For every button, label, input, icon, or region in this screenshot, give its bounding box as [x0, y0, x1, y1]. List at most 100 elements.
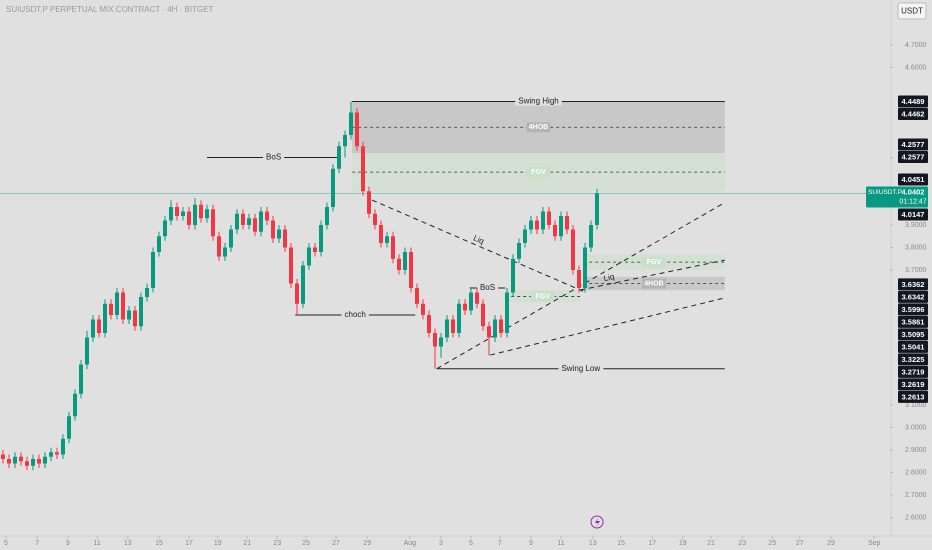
price-badge-label: 3.5996 [902, 305, 925, 314]
x-tick-label: 29 [827, 540, 835, 547]
replay-icon[interactable] [590, 515, 604, 529]
candle-body [301, 265, 305, 304]
last-price-badge [866, 186, 928, 208]
candle-body [79, 364, 83, 394]
currency-label[interactable]: USDT [901, 7, 923, 16]
zone-label-bg [530, 291, 555, 302]
price-badge-label: 4.4462 [902, 109, 925, 118]
candle-body [277, 229, 281, 239]
candle-body [361, 146, 365, 192]
y-tick-label: 4.7000 [905, 42, 927, 49]
candle-body [229, 229, 233, 248]
candle-body [241, 213, 245, 225]
candle-body [553, 225, 557, 237]
countdown-label: 01:12:47 [899, 198, 926, 205]
price-badge [898, 390, 928, 403]
icon-bolt[interactable] [595, 518, 600, 527]
y-tick-label: 2.6000 [905, 514, 927, 521]
zone-label-bg [642, 278, 666, 289]
candle-body [169, 207, 173, 221]
candle-body [217, 236, 221, 257]
candle-body [571, 229, 575, 270]
candle-body [343, 135, 347, 147]
price-badge-label: 3.2719 [902, 367, 925, 376]
candle-body [139, 297, 143, 327]
candle-body [421, 303, 425, 315]
zone-label-bg [526, 167, 551, 178]
price-badge-label: 3.2613 [902, 392, 925, 401]
candle-body [7, 459, 11, 464]
candle-body [385, 236, 389, 243]
price-badge-label: 3.6342 [902, 292, 925, 301]
candle-body [373, 213, 377, 225]
level-label: choch [345, 310, 366, 319]
candle-body [193, 204, 197, 225]
y-tick-label: 2.8000 [905, 469, 927, 476]
candle-body [565, 216, 569, 230]
candle-body [403, 252, 407, 270]
x-tick-label: 23 [738, 540, 746, 547]
x-tick-label: 21 [243, 540, 251, 547]
x-tick-label: Sep [868, 540, 881, 547]
candle-body [559, 216, 563, 237]
candle-body [247, 218, 251, 225]
candle-body [355, 112, 359, 147]
icon-ring[interactable] [590, 515, 604, 529]
candle-body [199, 204, 203, 219]
candle-body [13, 456, 17, 464]
x-tick-label: 19 [214, 540, 222, 547]
candle-body [367, 191, 371, 214]
candle-body [349, 112, 353, 135]
candle-body [391, 236, 395, 259]
candle-body [97, 319, 101, 333]
candle-body [445, 319, 449, 338]
zone-label: FGV [536, 293, 551, 300]
plot-area: 4HOB FGV FGV 4HOB FGV Swing High BoS choch BoS Sw… [0, 96, 890, 471]
price-badge [898, 315, 928, 328]
zone-label: 4HOB [529, 124, 548, 131]
y-tick-label: 3.9000 [905, 222, 927, 229]
candle-body [43, 456, 47, 464]
price-badge-label: 3.5861 [902, 317, 925, 326]
level-label-bg [476, 283, 499, 293]
currency-button[interactable] [897, 2, 927, 20]
price-badge-label: 4.0147 [902, 210, 925, 219]
price-badge [898, 378, 928, 391]
candle-body [529, 220, 533, 230]
candle-body [523, 229, 527, 243]
candle-body [181, 211, 185, 216]
x-tick-label: 11 [94, 540, 101, 547]
y-tick-label: 3.1000 [905, 402, 927, 409]
x-tick-label: 9 [529, 540, 533, 547]
candle-body [37, 459, 41, 464]
x-tick-label: 11 [557, 540, 564, 547]
candle-body [103, 303, 107, 333]
level-label: Swing High [518, 97, 558, 106]
candle-body [85, 337, 89, 365]
candle-body [337, 146, 341, 169]
x-tick-label: 7 [498, 540, 502, 547]
zone-label: FGV [531, 169, 546, 176]
candle-body [283, 229, 287, 248]
candle-body [187, 211, 191, 225]
candle-body [1, 454, 5, 459]
price-badge-label: 3.2619 [902, 380, 925, 389]
candle-body [319, 225, 323, 252]
price-badge [898, 95, 928, 108]
price-badge-label: 4.2577 [902, 140, 925, 149]
x-tick-label: 27 [332, 540, 340, 547]
candle-body [379, 225, 383, 243]
candle-body [517, 243, 521, 259]
x-tick-label: 7 [35, 540, 39, 547]
level-label: Swing Low [561, 364, 600, 373]
candle-body [163, 220, 167, 237]
candle-body [61, 438, 65, 455]
price-badge [898, 303, 928, 316]
y-tick-label: 3.0000 [905, 424, 927, 431]
candle-body [115, 292, 119, 315]
x-tick-label: 23 [273, 540, 281, 547]
level-label: BoS [480, 283, 495, 292]
candle-body [595, 193, 599, 225]
candle-body [145, 288, 149, 297]
